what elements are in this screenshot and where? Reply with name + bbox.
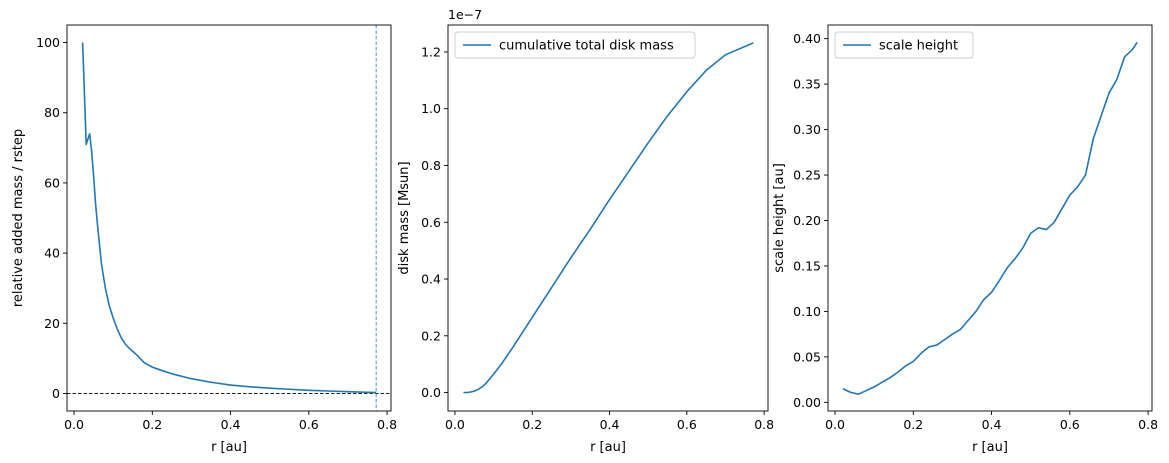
x-tick-label: 0.8 xyxy=(377,417,397,432)
plot-frame xyxy=(827,24,1153,412)
x-tick-label: 0.4 xyxy=(982,417,1002,432)
x-tick-label: 0.6 xyxy=(299,417,319,432)
legend: scale height xyxy=(834,31,974,59)
y-tick-label: 0.15 xyxy=(793,258,821,273)
y-tick-label: 80 xyxy=(44,105,60,120)
y-tick-label: 0.8 xyxy=(421,158,441,173)
y-tick-label: 0.00 xyxy=(793,395,821,410)
y-axis-label: relative added mass / rstep xyxy=(11,129,26,307)
series-line-1 xyxy=(842,41,1138,395)
legend-box xyxy=(834,31,974,59)
y-tick-label: 0.40 xyxy=(793,31,821,46)
x-tick-label: 0.6 xyxy=(1060,417,1080,432)
plot-frame xyxy=(66,24,392,412)
y-axis-label: scale height [au] xyxy=(772,163,787,273)
y-tick-label: 40 xyxy=(44,246,60,261)
y-tick-label: 0.6 xyxy=(421,215,441,230)
y-tick-label: 0.2 xyxy=(421,328,441,343)
x-tick-label: 0.0 xyxy=(445,417,465,432)
legend: cumulative total disk mass xyxy=(454,31,696,59)
y-tick-label: 0.0 xyxy=(421,385,441,400)
plot-frame xyxy=(447,24,769,412)
x-tick-label: 0.4 xyxy=(221,417,241,432)
series-line-1 xyxy=(463,42,754,394)
chart-panel-1: 0.0 0.2 0.4 0.6 0.8 0 20 40 60 80 100 r [au] relativ… xyxy=(11,24,397,455)
chart-panel-2: 0.0 0.2 0.4 0.6 0.8 0.0 0.2 0.4 0.6 0.8 1.0 1.2 r [a… xyxy=(397,7,774,455)
y-tick-label: 0.25 xyxy=(793,168,821,183)
y-tick-label: 0.4 xyxy=(421,272,441,287)
x-tick-label: 0.6 xyxy=(677,417,697,432)
chart-panel-3: 0.0 0.2 0.4 0.6 0.8 0.00 0.05 0.10 0.15 0.20 0.25 0… xyxy=(772,24,1158,455)
series-line-1 xyxy=(81,42,377,394)
x-axis-label: r [au] xyxy=(972,440,1008,455)
x-axis-label: r [au] xyxy=(211,440,247,455)
x-tick-label: 0.2 xyxy=(522,417,542,432)
y-tick-label: 1.2 xyxy=(421,44,441,59)
y-tick-label: 0.10 xyxy=(793,304,821,319)
x-tick-label: 0.8 xyxy=(754,417,774,432)
y-tick-label: 0.30 xyxy=(793,122,821,137)
x-tick-label: 0.2 xyxy=(903,417,923,432)
y-tick-label: 0.35 xyxy=(793,77,821,92)
y-tick-label: 20 xyxy=(44,316,60,331)
y-tick-label: 0.20 xyxy=(793,213,821,228)
y-tick-label: 0.05 xyxy=(793,349,821,364)
x-tick-label: 0.4 xyxy=(600,417,620,432)
y-tick-label: 100 xyxy=(36,35,60,50)
x-tick-label: 0.0 xyxy=(825,417,845,432)
x-axis-label: r [au] xyxy=(590,440,626,455)
y-tick-label: 1.0 xyxy=(421,101,441,116)
x-tick-label: 0.0 xyxy=(64,417,84,432)
x-tick-label: 0.2 xyxy=(142,417,162,432)
y-tick-label: 60 xyxy=(44,175,60,190)
y-offset-text: 1e−7 xyxy=(448,7,482,22)
legend-label: scale height xyxy=(879,39,958,54)
legend-label: cumulative total disk mass xyxy=(499,39,674,54)
legend-box xyxy=(454,31,696,59)
y-tick-label: 0 xyxy=(52,386,60,401)
x-tick-label: 0.8 xyxy=(1138,417,1158,432)
y-axis-label: disk mass [Msun] xyxy=(397,161,412,274)
